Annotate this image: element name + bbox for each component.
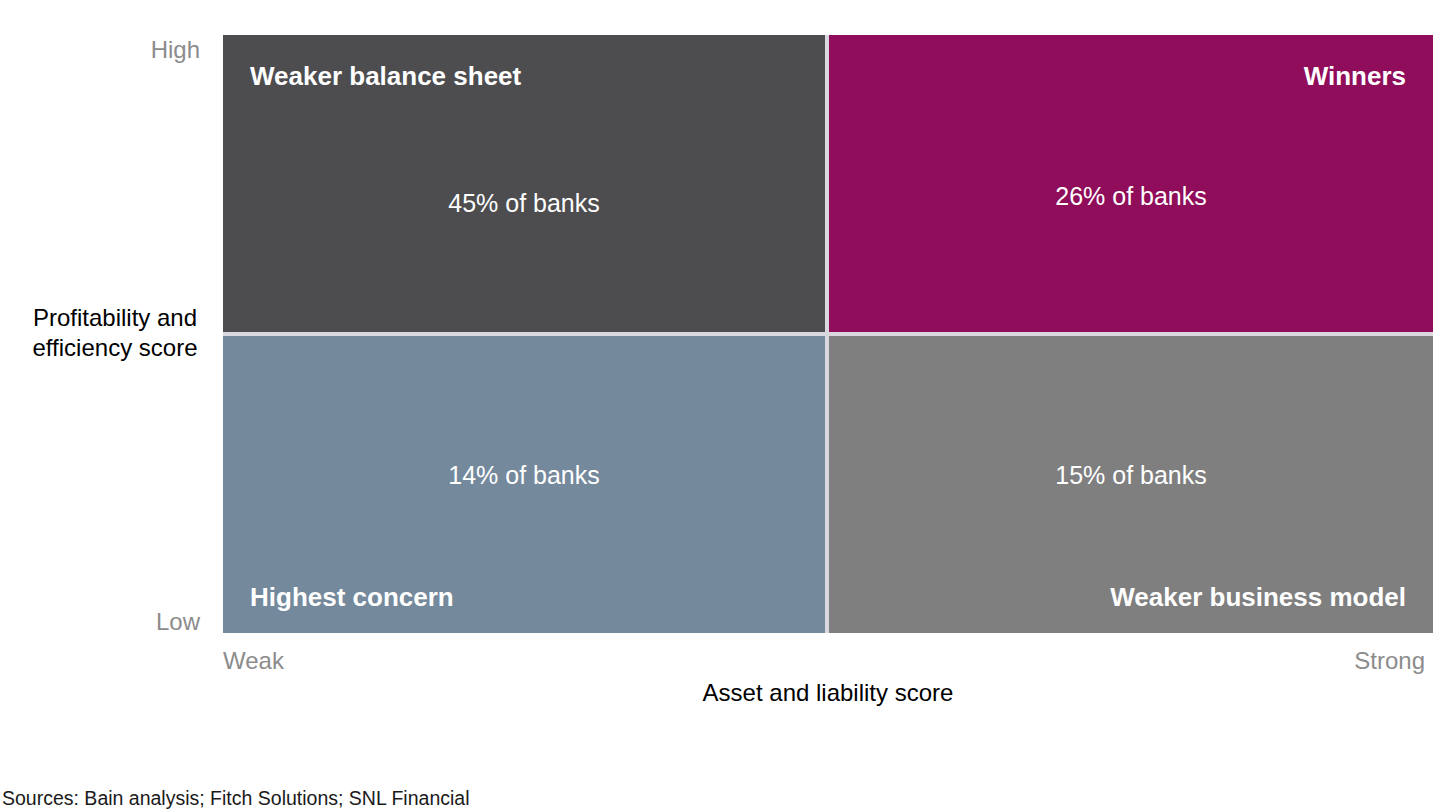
- x-axis-title: Asset and liability score: [223, 679, 1433, 706]
- y-axis-tick-high: High: [0, 37, 200, 62]
- x-axis-tick-strong: Strong: [1354, 648, 1425, 673]
- y-axis-title-line2: efficiency score: [15, 333, 215, 363]
- quadrant-weaker-business-model: Weaker business model 15% of banks: [829, 336, 1433, 633]
- quadrant-value: 14% of banks: [223, 461, 825, 489]
- quadrant-label: Weaker business model: [1110, 582, 1406, 612]
- quadrant-label: Highest concern: [250, 582, 454, 612]
- quadrant-winners: Winners 26% of banks: [829, 35, 1433, 332]
- y-axis-tick-low: Low: [0, 609, 200, 634]
- x-axis-tick-weak: Weak: [223, 648, 284, 673]
- quadrant-chart: High Low Profitability and efficiency sc…: [0, 0, 1440, 810]
- source-note: Sources: Bain analysis; Fitch Solutions;…: [2, 787, 470, 809]
- quadrant-value: 26% of banks: [829, 182, 1433, 210]
- y-axis-title-line1: Profitability and: [15, 303, 215, 333]
- quadrant-label: Winners: [1304, 61, 1406, 91]
- quadrant-value: 45% of banks: [223, 189, 825, 217]
- quadrant-weaker-balance-sheet: Weaker balance sheet 45% of banks: [223, 35, 825, 332]
- quadrant-grid: Weaker balance sheet 45% of banks Winner…: [223, 35, 1433, 633]
- quadrant-label: Weaker balance sheet: [250, 61, 521, 91]
- quadrant-value: 15% of banks: [829, 461, 1433, 489]
- quadrant-highest-concern: Highest concern 14% of banks: [223, 336, 825, 633]
- y-axis-title: Profitability and efficiency score: [15, 303, 215, 363]
